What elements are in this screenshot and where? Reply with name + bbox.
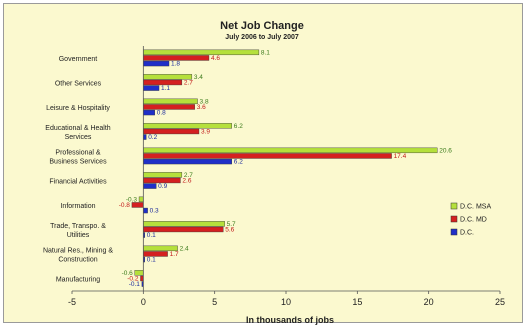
bar xyxy=(143,98,198,105)
data-label: 1.8 xyxy=(171,61,180,68)
bar xyxy=(143,104,195,110)
chart-title: Net Job Change xyxy=(220,20,304,32)
chart-subtitle: July 2006 to July 2007 xyxy=(225,34,299,41)
legend-label: D.C. MD xyxy=(460,217,487,224)
legend-swatch xyxy=(450,228,458,236)
category-label: Government xyxy=(59,56,98,63)
category-label: Professional & Business Services xyxy=(49,149,107,165)
category-label: Manufacturing xyxy=(56,276,100,283)
bar xyxy=(143,153,392,159)
x-tick-label: 0 xyxy=(141,297,146,307)
data-label: 1.1 xyxy=(161,85,170,92)
data-label: 0.1 xyxy=(147,257,156,264)
legend-swatch xyxy=(450,202,458,210)
data-label: 3.6 xyxy=(197,104,206,111)
x-ticks: -5 0 5 10 15 20 25 xyxy=(68,291,505,307)
data-label: 2.4 xyxy=(180,245,189,252)
data-label: -0.2 xyxy=(127,276,139,283)
data-label: -0.6 xyxy=(122,270,134,277)
data-label: -0.3 xyxy=(126,196,138,203)
category-label: Financial Activities xyxy=(49,178,107,185)
bar xyxy=(131,202,144,208)
x-tick-label: 10 xyxy=(281,297,291,307)
data-label: 0.1 xyxy=(147,232,156,239)
category-label: Natural Res., Mining & Construction xyxy=(43,247,113,263)
data-label: 0.2 xyxy=(148,134,157,141)
data-label: 2.6 xyxy=(182,178,191,185)
category-label: Other Services xyxy=(55,80,102,87)
x-axis-label: In thousands of jobs xyxy=(246,315,334,325)
data-label: 20.6 xyxy=(439,147,452,154)
x-tick-label: -5 xyxy=(68,297,76,307)
data-label: -0.1 xyxy=(129,281,141,288)
bars-layer: 8.14.61.83.42.71.13.83.60.86.23.90.220.6… xyxy=(119,49,453,288)
legend: D.C. MSA D.C. MD D.C. xyxy=(450,202,491,237)
data-label: 0.8 xyxy=(157,110,166,117)
data-label: 6.2 xyxy=(234,123,243,130)
bar xyxy=(143,49,260,56)
bar xyxy=(143,60,170,67)
data-label: 3.8 xyxy=(200,98,209,105)
data-label: 3.4 xyxy=(194,74,203,81)
category-label: Educational & Health Services xyxy=(45,125,110,141)
data-label: 0.3 xyxy=(150,208,159,215)
bar xyxy=(143,172,183,178)
bar xyxy=(143,123,232,129)
bar xyxy=(138,196,144,203)
data-label: 0.9 xyxy=(158,183,167,190)
x-tick-label: 5 xyxy=(212,297,217,307)
data-label: 2.7 xyxy=(184,80,193,87)
bar xyxy=(140,275,144,282)
bar xyxy=(143,109,155,116)
data-label: 17.4 xyxy=(394,153,407,160)
data-label: 5.7 xyxy=(227,221,236,228)
category-label: Leisure & Hospitality xyxy=(46,105,110,112)
x-tick-label: 15 xyxy=(352,297,362,307)
data-label: 4.6 xyxy=(211,55,220,62)
legend-label: D.C. MSA xyxy=(460,204,491,211)
category-labels: Government Other Services Leisure & Hospit… xyxy=(43,56,113,284)
chart-frame xyxy=(3,3,523,323)
data-label: -0.8 xyxy=(119,202,131,209)
data-label: 3.9 xyxy=(201,129,210,136)
bar xyxy=(143,183,157,189)
legend-label: D.C. xyxy=(460,230,474,237)
data-label: 6.2 xyxy=(234,159,243,166)
data-label: 8.1 xyxy=(261,49,270,56)
bar xyxy=(143,85,160,91)
data-label: 2.7 xyxy=(184,172,193,179)
bar xyxy=(143,221,225,227)
bar xyxy=(143,134,147,140)
data-label: 1.7 xyxy=(170,251,179,258)
data-label: 5.6 xyxy=(225,227,234,234)
category-label: Information xyxy=(60,203,95,210)
bar xyxy=(143,158,232,165)
x-tick-label: 20 xyxy=(424,297,434,307)
category-label: Trade, Transpo. & Utilities xyxy=(50,223,106,239)
legend-swatch xyxy=(450,215,458,223)
bar xyxy=(143,207,148,214)
x-tick-label: 25 xyxy=(495,297,505,307)
